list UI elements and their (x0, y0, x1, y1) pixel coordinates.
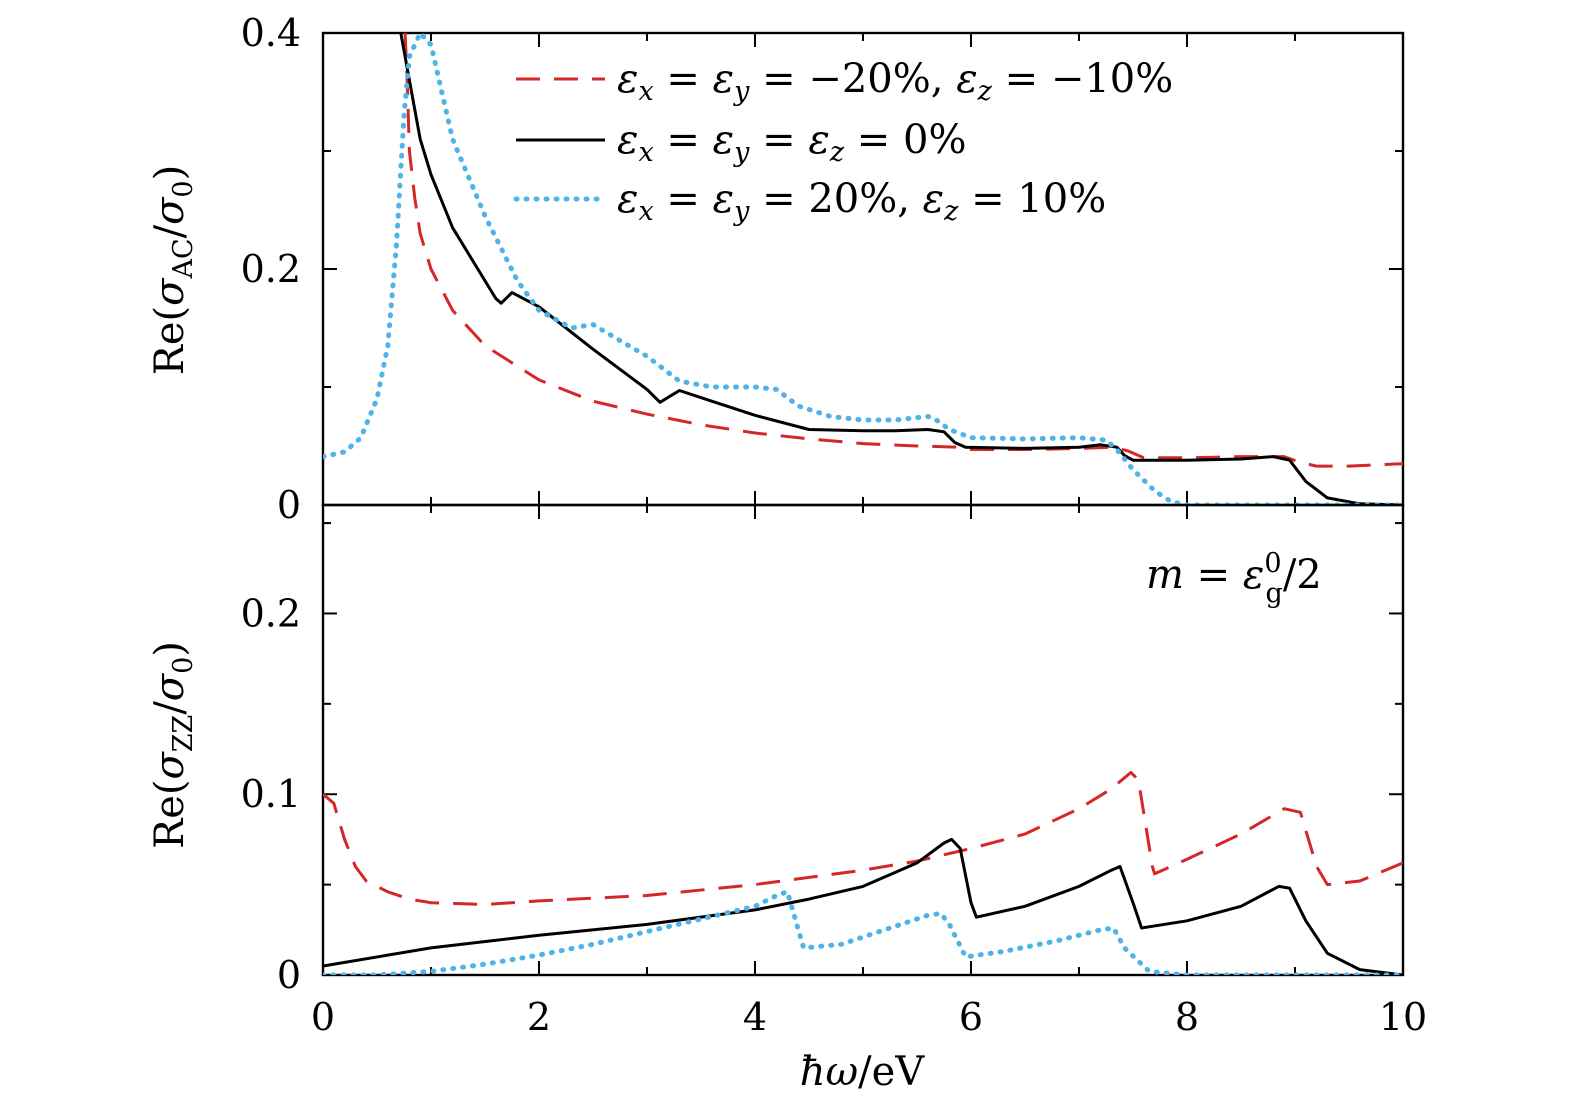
top-panel: 0 0.2 0.4 Re(σAC/σ0) εx = εy = −20%, εz = … (147, 11, 1405, 527)
legend: εx = εy = −20%, εz = −10% εx = εy = εz =… (513, 56, 1173, 227)
bottom-ytick-label: 0.1 (241, 772, 301, 816)
bottom-xtick-label: 4 (743, 995, 767, 1039)
bottom-panel: 0 0.1 0.2 0 2 4 6 8 10 Re(σZZ/σ0) ħω/eV m = ε0 g… (147, 503, 1427, 1095)
bottom-ytick-label: 0 (277, 953, 301, 997)
bottom-xtick-label: 2 (527, 995, 551, 1039)
top-series-line-1 (399, 33, 1403, 505)
top-ytick-labels: 0 0.2 0.4 (241, 11, 301, 527)
legend-label-strain-neg: εx = εy = −20%, εz = −10% (617, 56, 1173, 107)
top-series-line-2 (323, 33, 1403, 505)
bottom-series-line-1 (323, 837, 1403, 975)
top-plot-frame (321, 31, 1405, 507)
top-ytick-label: 0 (277, 483, 301, 527)
bottom-xtick-label: 8 (1175, 995, 1199, 1039)
bottom-xtick-label: 0 (311, 995, 335, 1039)
bottom-ytick-label: 0.2 (241, 591, 301, 635)
top-series-line-0 (403, 33, 1403, 468)
top-ytick-label: 0.2 (241, 247, 301, 291)
top-ticks (322, 32, 1404, 506)
bottom-xlabel: ħω/eV (800, 1049, 926, 1095)
top-ylabel: Re(σAC/σ0) (147, 165, 199, 375)
top-series (323, 33, 1403, 505)
bottom-ylabel: Re(σZZ/σ0) (147, 641, 199, 849)
bottom-ytick-labels: 0 0.1 0.2 (241, 591, 301, 997)
bottom-series-line-0 (323, 771, 1403, 906)
legend-label-strain-zero: εx = εy = εz = 0% (617, 117, 966, 168)
bottom-ticks (322, 505, 1404, 976)
bottom-xtick-labels: 0 2 4 6 8 10 (311, 995, 1427, 1039)
top-ytick-label: 0.4 (241, 11, 301, 55)
bottom-xtick-label: 10 (1379, 995, 1427, 1039)
bottom-series (323, 771, 1403, 975)
legend-label-strain-pos: εx = εy = 20%, εz = 10% (617, 176, 1106, 227)
mass-annotation: m = ε0 g/2 (1146, 548, 1322, 609)
bottom-xtick-label: 6 (959, 995, 983, 1039)
bottom-series-line-2 (323, 889, 1403, 975)
